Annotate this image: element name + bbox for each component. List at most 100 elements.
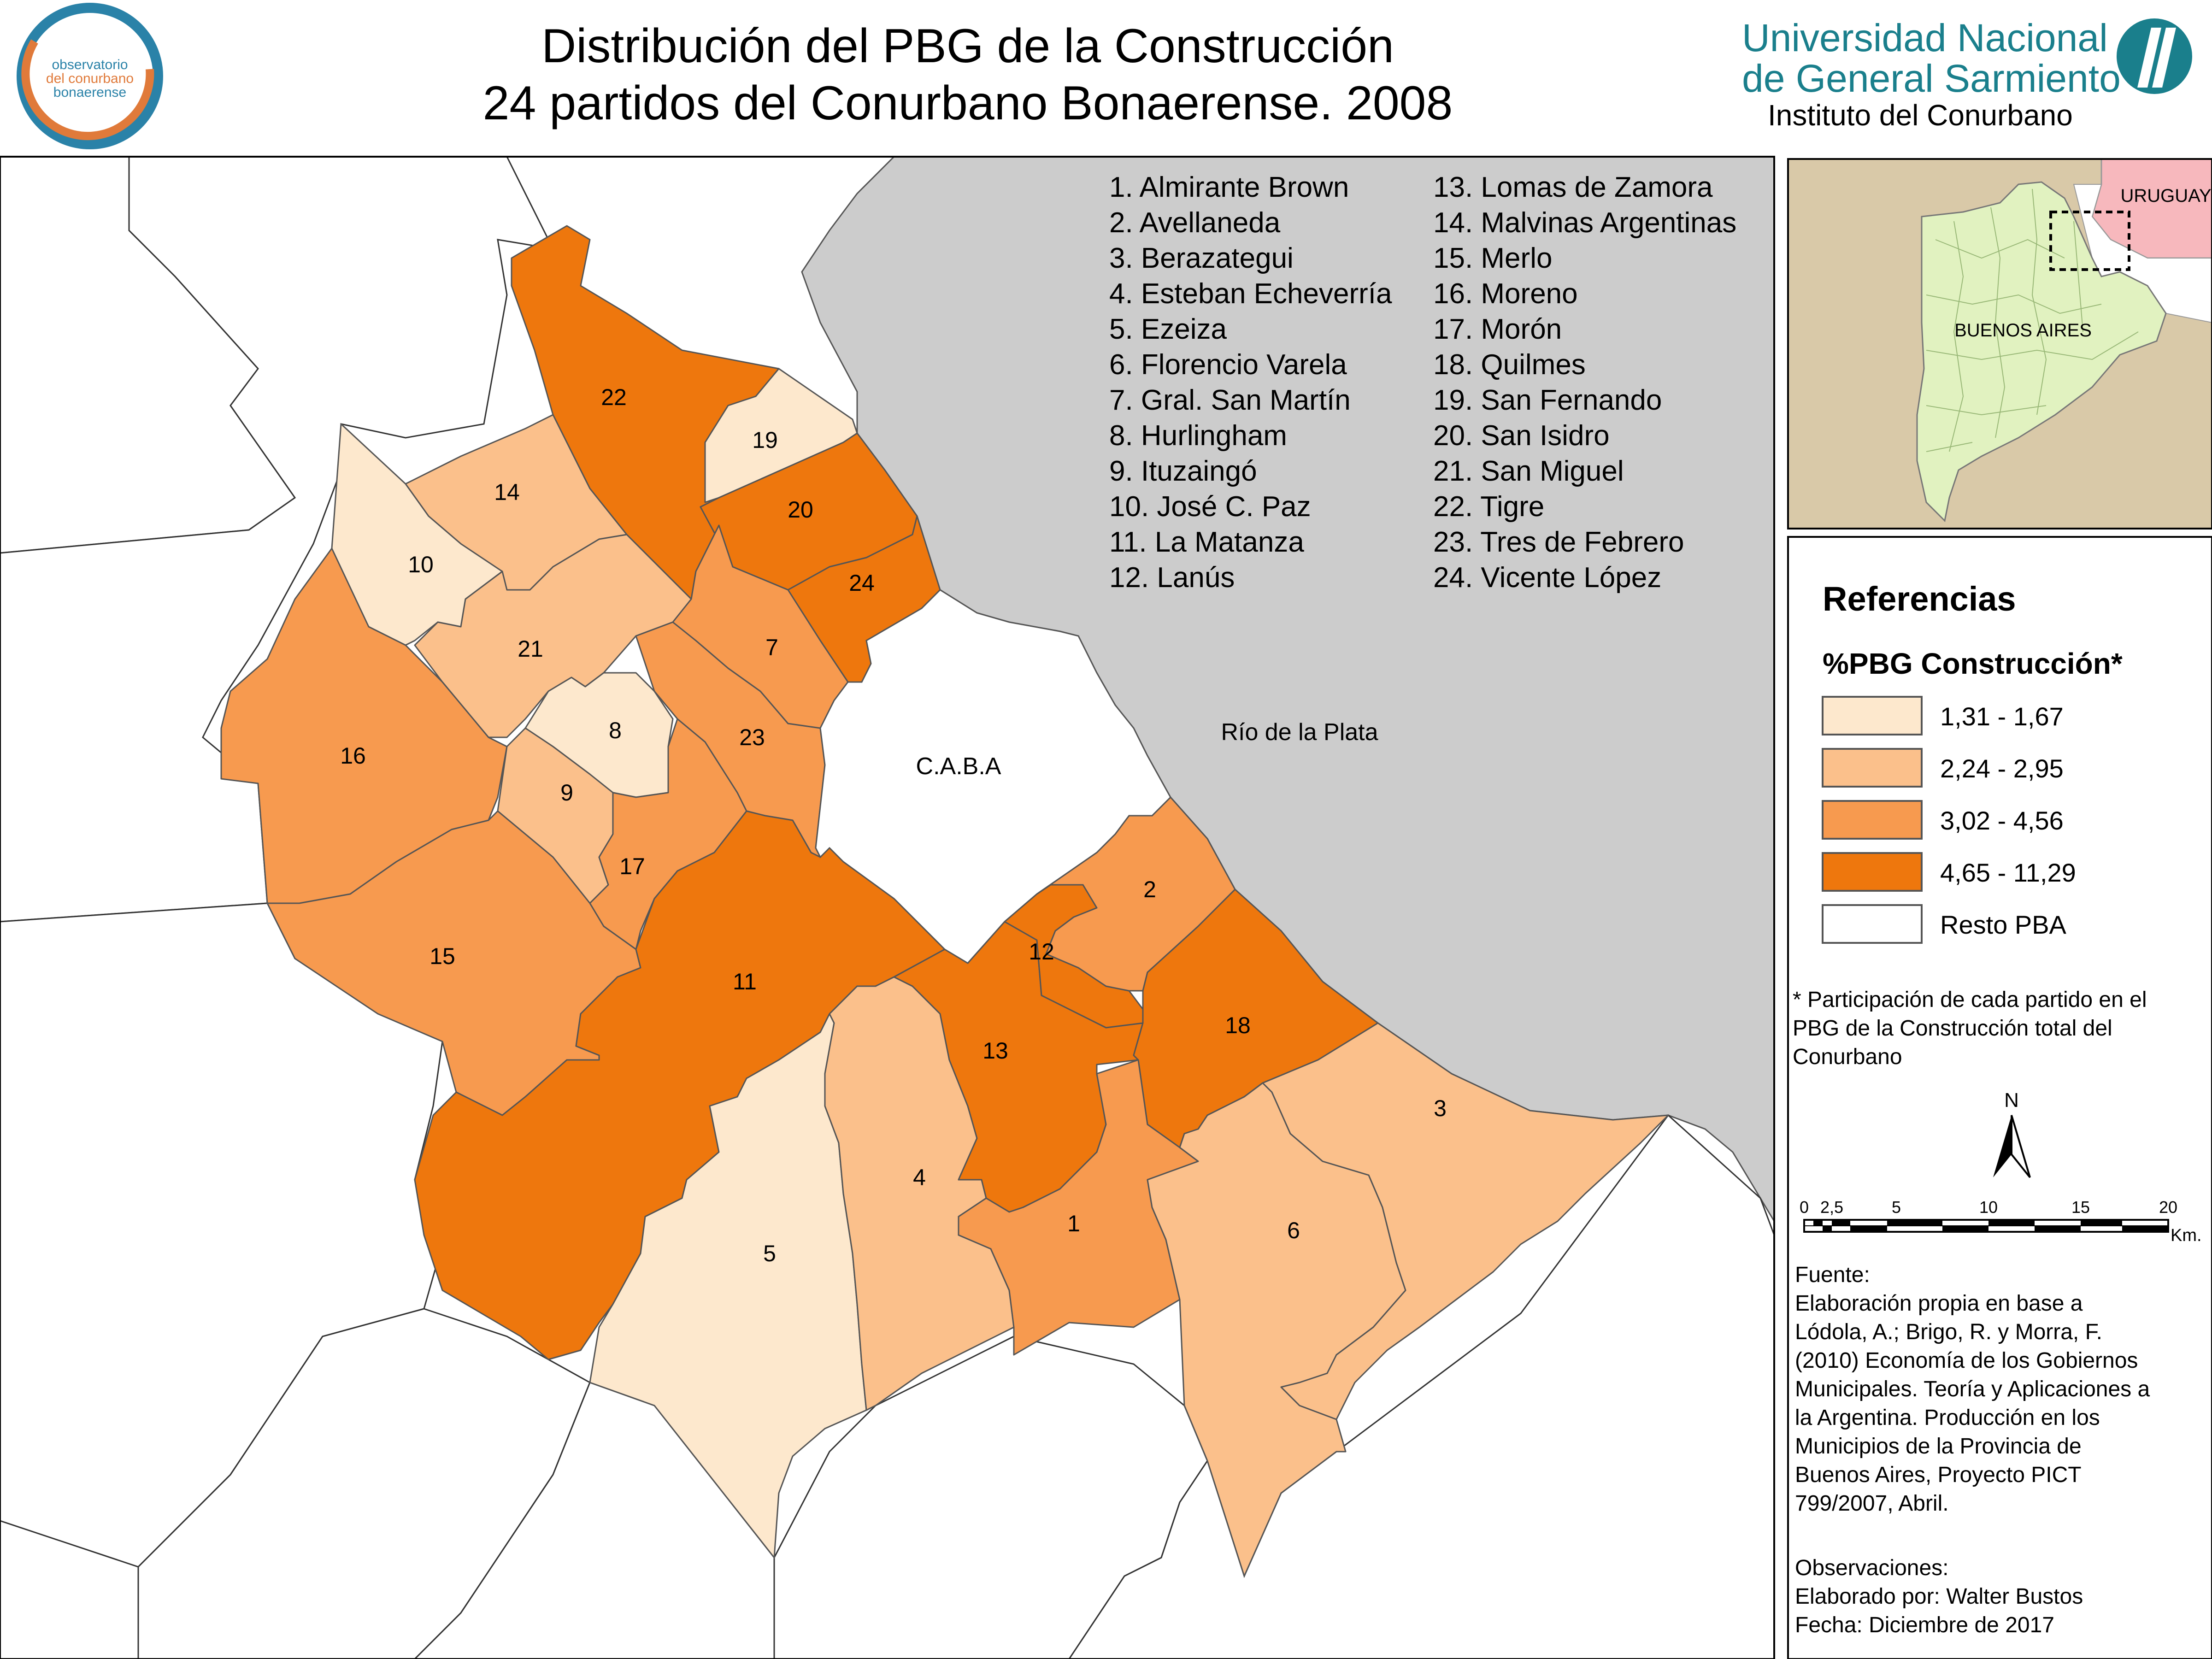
- scale-unit: Km.: [2171, 1226, 2202, 1245]
- partido-label-7: 7: [765, 635, 778, 660]
- source-line: Buenos Aires, Proyecto PICT: [1795, 1463, 2082, 1487]
- logo-text-line3: bonaerense: [53, 85, 126, 100]
- observations-line: Observaciones:: [1795, 1556, 1949, 1580]
- partido-list-item: 12. Lanús: [1109, 562, 1235, 594]
- source-line: (2010) Economía de los Gobiernos: [1795, 1348, 2138, 1373]
- partido-label-2: 2: [1143, 877, 1156, 902]
- legend-swatch: [1822, 852, 1923, 892]
- partido-list-item: 24. Vicente López: [1433, 562, 1661, 594]
- source-line: 799/2007, Abril.: [1795, 1491, 1949, 1516]
- partido-label-17: 17: [619, 853, 645, 879]
- partido-list-item: 2. Avellaneda: [1109, 207, 1281, 239]
- source-line: Fuente:: [1795, 1263, 1870, 1287]
- legend-note-line: Conurbano: [1793, 1045, 1902, 1069]
- legend-item-label: 4,65 - 11,29: [1940, 858, 2076, 887]
- logo-text-line1: observatorio: [52, 57, 128, 72]
- source-line: Lódola, A.; Brigo, R. y Morra, F.: [1795, 1320, 2102, 1344]
- partido-label-6: 6: [1287, 1218, 1300, 1243]
- inset-buenos-aires-label: BUENOS AIRES: [1954, 320, 2092, 341]
- partido-label-12: 12: [1029, 939, 1054, 965]
- source-text: Fuente: Elaboración propia en base a Lódo…: [1795, 1263, 2150, 1516]
- partido-label-5: 5: [763, 1241, 776, 1266]
- partido-label-11: 11: [733, 969, 757, 994]
- inset-uruguay-label: URUGUAY: [2120, 186, 2211, 206]
- inset-study-area-box: [2049, 211, 2130, 271]
- legend-note-line: * Participación de cada partido en el: [1793, 988, 2147, 1012]
- partido-list-item: 22. Tigre: [1433, 491, 1544, 523]
- partido-label-20: 20: [788, 497, 813, 523]
- partido-list-item: 13. Lomas de Zamora: [1433, 171, 1713, 203]
- scale-bar: 0 2,5 5 10 15 20 Km.: [1800, 1198, 2202, 1245]
- partido-list-item: 7. Gral. San Martín: [1109, 384, 1351, 416]
- partido-label-4: 4: [913, 1165, 926, 1190]
- partido-label-14: 14: [494, 479, 520, 505]
- scale-tick-label: 15: [2071, 1198, 2090, 1217]
- partido-label-1: 1: [1067, 1211, 1080, 1236]
- partido-list-item: 10. José C. Paz: [1109, 491, 1311, 523]
- partido-label-18: 18: [1225, 1012, 1251, 1038]
- scale-tick-label: 10: [1979, 1198, 1998, 1217]
- legend-item-label: 2,24 - 2,95: [1940, 754, 2064, 783]
- university-name-line2: de General Sarmiento: [1742, 57, 2121, 100]
- main-map: 123456789101112131415161718192021222324 …: [0, 156, 1775, 1659]
- observations-text: Observaciones: Elaborado por: Walter Bust…: [1795, 1556, 2083, 1637]
- partido-list-item: 1. Almirante Brown: [1109, 171, 1349, 203]
- partido-label-13: 13: [982, 1038, 1008, 1064]
- partido-list-item: 21. San Miguel: [1433, 455, 1624, 487]
- partido-label-9: 9: [560, 780, 573, 806]
- partido-list-item: 5. Ezeiza: [1109, 313, 1227, 345]
- partido-3-berazategui: [1262, 1022, 1669, 1420]
- legend-note-line: PBG de la Construcción total del: [1793, 1016, 2112, 1041]
- partido-list-item: 19. San Fernando: [1433, 384, 1662, 416]
- partido-list-item: 23. Tres de Febrero: [1433, 526, 1684, 558]
- source-line: la Argentina. Producción en los: [1795, 1406, 2100, 1430]
- resto-pba: [0, 156, 1775, 1659]
- ungs-logo-icon: [2117, 18, 2192, 94]
- partido-label-22: 22: [601, 384, 627, 410]
- scale-tick-label: 5: [1892, 1198, 1901, 1217]
- partido-label-8: 8: [609, 718, 622, 743]
- source-line: Municipales. Teoría y Aplicaciones a: [1795, 1377, 2150, 1401]
- partido-list-item: 3. Berazategui: [1109, 242, 1294, 274]
- partido-list-item: 20. San Isidro: [1433, 420, 1610, 452]
- source-line: Municipios de la Provincia de: [1795, 1434, 2082, 1459]
- partido-label-16: 16: [340, 743, 366, 769]
- water-label: Río de la Plata: [1221, 719, 1378, 746]
- legend-panel: Referencias %PBG Construcción* 1,31 - 1,…: [1787, 536, 2212, 1659]
- legend-note: * Participación de cada partido en el PBG…: [1793, 988, 2147, 1069]
- partido-label-24: 24: [849, 570, 875, 596]
- observations-line: Elaborado por: Walter Bustos: [1795, 1584, 2083, 1609]
- scale-tick-label: 2,5: [1820, 1198, 1843, 1217]
- scale-tick-label: 20: [2159, 1198, 2177, 1217]
- legend-items: 1,31 - 1,67 2,24 - 2,95 3,02 - 4,56 4,65 - …: [1822, 696, 2076, 944]
- partido-label-15: 15: [429, 943, 455, 969]
- north-label: N: [2004, 1089, 2019, 1112]
- partido-label-21: 21: [518, 636, 543, 662]
- legend-item-label: 3,02 - 4,56: [1940, 806, 2064, 835]
- partido-label-10: 10: [408, 552, 434, 577]
- observatorio-logo: observatorio del conurbano bonaerense: [17, 3, 163, 149]
- map-title-line2: 24 partidos del Conurbano Bonaerense. 20…: [482, 76, 1453, 130]
- legend-swatch: [1822, 748, 1923, 788]
- legend-item-label: Resto PBA: [1940, 910, 2067, 939]
- source-line: Elaboración propia en base a: [1795, 1291, 2083, 1316]
- partido-list-item: 15. Merlo: [1433, 242, 1552, 274]
- partido-list-item: 16. Moreno: [1433, 278, 1578, 310]
- partido-list-item: 8. Hurlingham: [1109, 420, 1287, 452]
- partido-list-item: 9. Ituzaingó: [1109, 455, 1257, 487]
- caba-label: C.A.B.A: [916, 753, 1001, 780]
- partido-list-item: 18. Quilmes: [1433, 349, 1586, 381]
- partido-list-item: 14. Malvinas Argentinas: [1433, 207, 1736, 239]
- legend-swatch: [1822, 696, 1923, 735]
- partido-list-item: 11. La Matanza: [1109, 526, 1304, 558]
- scale-tick-label: 0: [1800, 1198, 1809, 1217]
- partido-list-item: 4. Esteban Echeverría: [1109, 278, 1392, 310]
- university-name-line1: Universidad Nacional: [1742, 16, 2108, 59]
- legend-title: Referencias: [1823, 580, 2016, 618]
- partido-list-item: 6. Florencio Varela: [1109, 349, 1347, 381]
- institute-name: Instituto del Conurbano: [1768, 99, 2073, 132]
